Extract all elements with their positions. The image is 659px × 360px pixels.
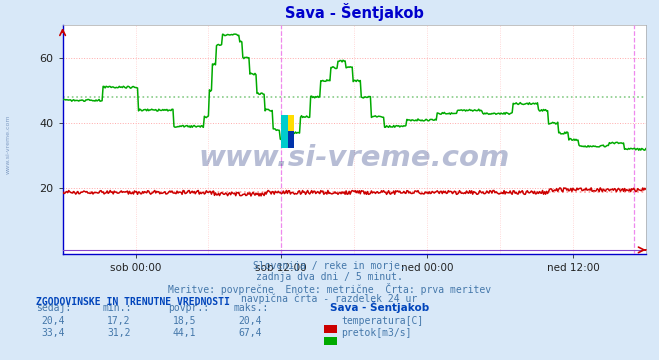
Text: povpr.:: povpr.: xyxy=(168,303,209,314)
Bar xyxy=(281,116,288,148)
Text: min.:: min.: xyxy=(102,303,132,314)
Text: 20,4: 20,4 xyxy=(41,316,65,326)
Text: 33,4: 33,4 xyxy=(41,328,65,338)
Title: Sava - Šentjakob: Sava - Šentjakob xyxy=(285,3,424,21)
Text: Meritve: povprečne  Enote: metrične  Črta: prva meritev: Meritve: povprečne Enote: metrične Črta:… xyxy=(168,283,491,294)
Text: 20,4: 20,4 xyxy=(239,316,262,326)
Text: www.si-vreme.com: www.si-vreme.com xyxy=(5,114,11,174)
Text: ZGODOVINSKE IN TRENUTNE VREDNOSTI: ZGODOVINSKE IN TRENUTNE VREDNOSTI xyxy=(36,297,230,307)
Text: 44,1: 44,1 xyxy=(173,328,196,338)
Text: Sava - Šentjakob: Sava - Šentjakob xyxy=(330,301,429,314)
Bar xyxy=(288,131,294,148)
Text: 67,4: 67,4 xyxy=(239,328,262,338)
Text: 31,2: 31,2 xyxy=(107,328,130,338)
Bar xyxy=(288,116,294,131)
Text: navpična črta - razdelek 24 ur: navpična črta - razdelek 24 ur xyxy=(241,293,418,304)
Text: Slovenija / reke in morje.: Slovenija / reke in morje. xyxy=(253,261,406,271)
Text: temperatura[C]: temperatura[C] xyxy=(341,316,424,326)
Text: sedaj:: sedaj: xyxy=(36,303,71,314)
Text: zadnja dva dni / 5 minut.: zadnja dva dni / 5 minut. xyxy=(256,272,403,282)
Text: www.si-vreme.com: www.si-vreme.com xyxy=(198,144,510,172)
Text: maks.:: maks.: xyxy=(234,303,269,314)
Text: 18,5: 18,5 xyxy=(173,316,196,326)
Text: pretok[m3/s]: pretok[m3/s] xyxy=(341,328,412,338)
Text: 17,2: 17,2 xyxy=(107,316,130,326)
